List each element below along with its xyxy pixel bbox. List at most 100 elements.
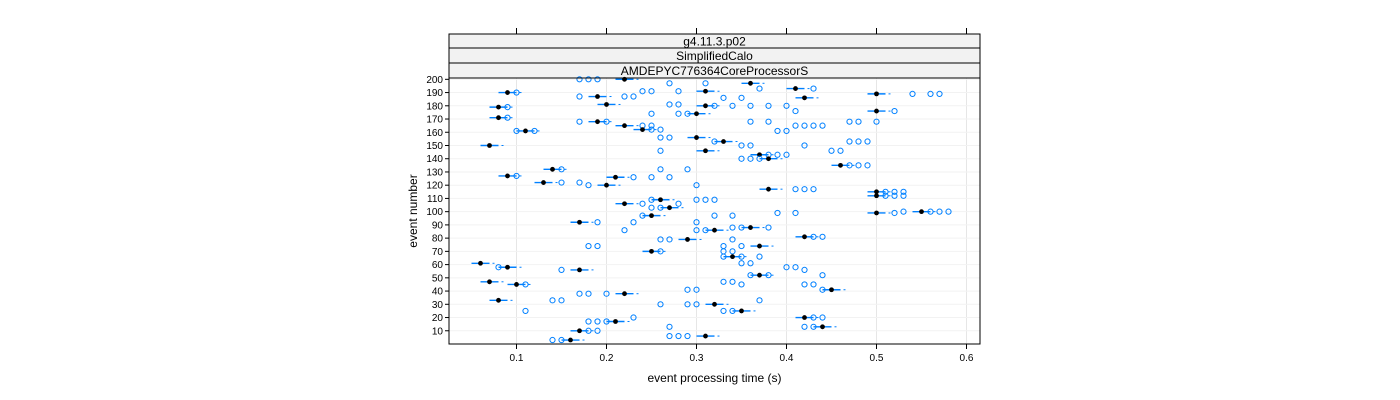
event-row-112: [867, 192, 907, 199]
y-tick-label: 80: [432, 234, 444, 245]
outlier-point: [891, 192, 898, 199]
outlier-point: [837, 147, 844, 154]
outlier-point: [747, 155, 754, 162]
outlier-point: [594, 327, 601, 334]
outlier-point: [666, 80, 673, 87]
outlier-point: [666, 101, 673, 108]
outlier-point: [558, 297, 565, 304]
outlier-point: [783, 102, 790, 109]
median-point: [496, 104, 501, 110]
event-row-168: [576, 118, 880, 125]
outlier-point: [855, 162, 862, 169]
event-row-181: [597, 101, 682, 108]
median-point: [595, 94, 600, 99]
outlier-point: [774, 127, 781, 135]
event-row-171: [489, 114, 514, 121]
outlier-point: [810, 323, 817, 330]
outlier-point: [657, 134, 664, 141]
outlier-point: [522, 307, 529, 315]
outlier-point: [891, 107, 898, 115]
median-point: [667, 205, 672, 211]
outlier-point: [819, 233, 826, 240]
outlier-point: [747, 142, 754, 149]
median-point: [748, 80, 753, 86]
outlier-point: [576, 93, 583, 100]
outlier-point: [693, 286, 700, 293]
outlier-point: [756, 155, 763, 162]
outlier-point: [639, 88, 646, 95]
outlier-point: [756, 297, 763, 304]
median-point: [838, 162, 843, 168]
y-tick-label: 170: [426, 115, 443, 126]
median-point: [874, 108, 879, 114]
outlier-point: [738, 242, 745, 250]
event-row-191: [639, 88, 721, 95]
median-point: [595, 119, 600, 125]
outlier-point: [801, 281, 808, 288]
median-point: [793, 86, 798, 91]
outlier-point: [576, 290, 583, 297]
outlier-point: [792, 186, 799, 193]
event-row-56: [558, 266, 808, 273]
median-point: [550, 166, 555, 172]
outlier-point: [774, 151, 781, 158]
event-row-109: [648, 196, 718, 203]
event-row-45: [507, 281, 817, 288]
outlier-point: [531, 127, 538, 135]
outlier-point: [729, 236, 736, 243]
event-row-3: [549, 336, 586, 344]
outlier-point: [819, 314, 826, 321]
outlier-point: [801, 186, 808, 193]
outlier-point: [792, 107, 799, 115]
data-marks: [471, 76, 952, 344]
median-point: [514, 282, 519, 287]
outlier-point: [747, 118, 754, 125]
outlier-point: [558, 266, 565, 273]
outlier-point: [558, 179, 565, 186]
y-tick-label: 60: [432, 260, 444, 271]
event-row-81: [795, 233, 826, 240]
strip-header-2: SimplifiedCalo: [448, 47, 981, 64]
outlier-point: [630, 93, 637, 100]
outlier-point: [603, 290, 610, 297]
outlier-point: [810, 281, 817, 288]
event-row-132: [543, 166, 691, 173]
outlier-point: [585, 242, 592, 250]
median-point: [478, 260, 483, 266]
outlier-point: [738, 224, 745, 231]
event-row-165: [615, 122, 826, 129]
outlier-point: [873, 118, 880, 125]
outlier-point: [819, 272, 826, 279]
median-point: [496, 115, 501, 121]
outlier-point: [720, 94, 727, 101]
outlier-point: [657, 166, 664, 173]
median-point: [721, 139, 726, 144]
median-point: [874, 210, 879, 216]
event-row-186: [720, 94, 820, 101]
outlier-point: [657, 147, 664, 154]
outlier-point: [666, 236, 673, 243]
outlier-point: [504, 104, 511, 111]
y-tick-label: 10: [432, 326, 444, 337]
outlier-point: [594, 76, 601, 83]
median-point: [802, 95, 807, 101]
x-tick-label: 0.1: [510, 353, 524, 364]
outlier-point: [675, 101, 682, 108]
event-row-143: [750, 151, 790, 158]
outlier-point: [666, 332, 673, 340]
outlier-point: [747, 272, 754, 279]
median-point: [730, 254, 735, 260]
median-point: [748, 225, 753, 230]
median-point: [874, 189, 879, 195]
outlier-point: [810, 85, 817, 92]
median-point: [649, 213, 654, 219]
outlier-point: [900, 208, 907, 215]
x-axis-title: event processing time (s): [647, 371, 781, 385]
median-point: [604, 102, 609, 107]
outlier-point: [927, 208, 934, 215]
event-row-10: [570, 327, 601, 334]
outlier-point: [720, 242, 727, 250]
event-row-52: [747, 272, 826, 279]
outlier-point: [621, 227, 628, 234]
event-row-120: [585, 182, 700, 189]
